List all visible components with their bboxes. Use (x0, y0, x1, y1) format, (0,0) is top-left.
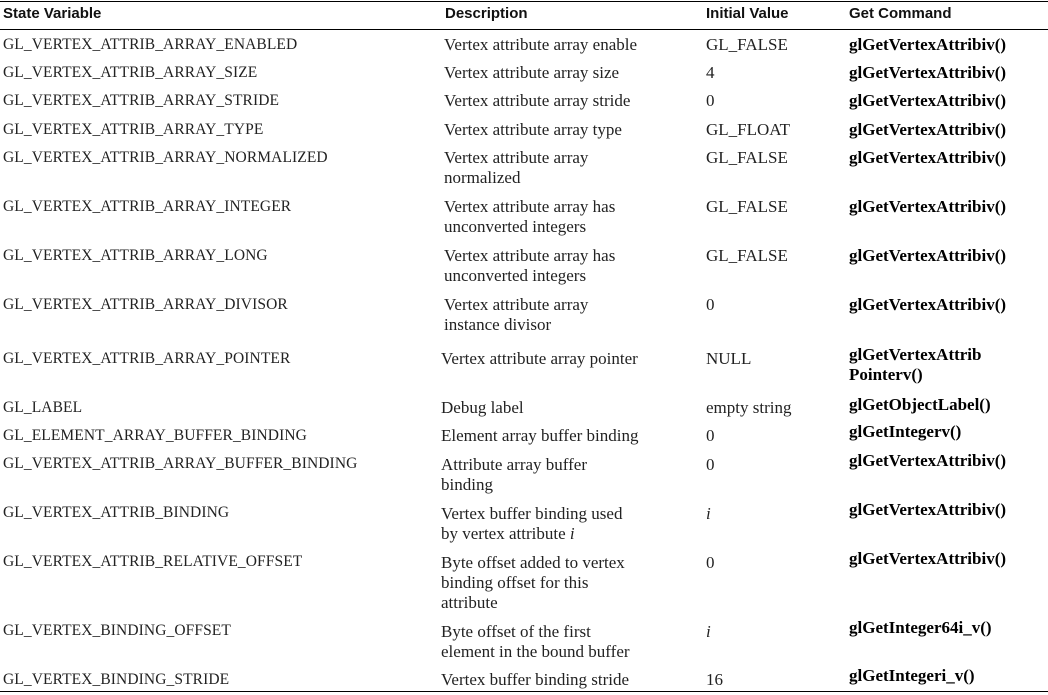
row-7-description-line-2: instance divisor (444, 315, 552, 334)
header-description: Description (445, 5, 528, 22)
row-9-command: glGetObjectLabel() (849, 395, 991, 414)
row-11-variable: GL_VERTEX_ATTRIB_ARRAY_BUFFER_BINDING (3, 455, 358, 472)
row-1-initial: 4 (706, 63, 715, 82)
row-14-description-line-2: element in the bound buffer (441, 642, 630, 661)
row-15-description: Vertex buffer binding stride (441, 670, 630, 689)
table-top-rule (0, 1, 1048, 2)
row-2-variable: GL_VERTEX_ATTRIB_ARRAY_STRIDE (3, 92, 280, 109)
row-10-initial: 0 (706, 426, 715, 445)
row-3-initial: GL_FLOAT (706, 120, 791, 139)
row-7-description-line-1: Vertex attribute array (444, 295, 589, 314)
header-initial-value: Initial Value (706, 5, 789, 22)
row-8-initial: NULL (706, 349, 752, 368)
row-9-variable: GL_LABEL (3, 399, 83, 416)
row-15-variable: GL_VERTEX_BINDING_STRIDE (3, 671, 230, 688)
row-5-description-line-1: Vertex attribute array has (444, 197, 616, 216)
row-2-initial: 0 (706, 91, 715, 110)
row-7-initial: 0 (706, 295, 715, 314)
header-get-command: Get Command (849, 5, 952, 22)
row-14-variable: GL_VERTEX_BINDING_OFFSET (3, 622, 231, 639)
row-8-description: Vertex attribute array pointer (441, 349, 638, 368)
row-11-description-line-2: binding (441, 475, 493, 494)
row-1-variable: GL_VERTEX_ATTRIB_ARRAY_SIZE (3, 64, 258, 81)
row-5-initial: GL_FALSE (706, 197, 788, 216)
row-0-command: glGetVertexAttribiv() (849, 35, 1007, 54)
row-13-description-line-1: Byte offset added to vertex (441, 553, 625, 572)
row-2-command: glGetVertexAttribiv() (849, 91, 1007, 110)
row-9-initial: empty string (706, 398, 792, 417)
row-6-command: glGetVertexAttribiv() (849, 246, 1007, 265)
row-12-description-line-2: by vertex attribute i (441, 524, 686, 544)
row-11-initial: 0 (706, 455, 715, 474)
row-13-initial: 0 (706, 553, 715, 572)
row-14-description-line-1: Byte offset of the first (441, 622, 591, 641)
row-12-description-var-i: i (569, 524, 575, 543)
row-15-command: glGetIntegeri_v() (849, 666, 975, 685)
header-state-variable: State Variable (3, 5, 102, 22)
row-6-variable: GL_VERTEX_ATTRIB_ARRAY_LONG (3, 247, 268, 264)
row-11-description-line-1: Attribute array buffer (441, 455, 588, 474)
row-9-description: Debug label (441, 398, 524, 417)
row-11-command: glGetVertexAttribiv() (849, 451, 1007, 470)
row-6-description-line-2: unconverted integers (444, 266, 587, 285)
row-3-variable: GL_VERTEX_ATTRIB_ARRAY_TYPE (3, 121, 264, 138)
row-4-description-line-2: normalized (444, 168, 521, 187)
row-4-command: glGetVertexAttribiv() (849, 148, 1007, 167)
row-13-description-line-3: attribute (441, 593, 498, 612)
row-4-variable: GL_VERTEX_ATTRIB_ARRAY_NORMALIZED (3, 149, 328, 166)
row-12-variable: GL_VERTEX_ATTRIB_BINDING (3, 504, 230, 521)
row-2-description: Vertex attribute array stride (444, 91, 631, 110)
row-13-command: glGetVertexAttribiv() (849, 549, 1007, 568)
row-12-description-text: by vertex attribute (441, 524, 570, 543)
row-13-variable: GL_VERTEX_ATTRIB_RELATIVE_OFFSET (3, 553, 303, 570)
row-1-description: Vertex attribute array size (444, 63, 620, 82)
row-3-command: glGetVertexAttribiv() (849, 120, 1007, 139)
row-10-variable: GL_ELEMENT_ARRAY_BUFFER_BINDING (3, 427, 307, 444)
row-14-command: glGetInteger64i_v() (849, 618, 992, 637)
row-8-command-line-2: Pointerv() (849, 365, 923, 384)
row-7-variable: GL_VERTEX_ATTRIB_ARRAY_DIVISOR (3, 296, 288, 313)
row-8-variable: GL_VERTEX_ATTRIB_ARRAY_POINTER (3, 350, 291, 367)
header-rule (0, 29, 1048, 30)
row-1-command: glGetVertexAttribiv() (849, 63, 1007, 82)
row-8-command-line-1: glGetVertexAttrib (849, 345, 982, 364)
row-4-initial: GL_FALSE (706, 148, 788, 167)
row-6-initial: GL_FALSE (706, 246, 788, 265)
row-15-initial: 16 (706, 670, 723, 689)
row-12-command: glGetVertexAttribiv() (849, 500, 1007, 519)
row-14-initial: i (706, 622, 711, 641)
row-5-variable: GL_VERTEX_ATTRIB_ARRAY_INTEGER (3, 198, 292, 215)
row-0-variable: GL_VERTEX_ATTRIB_ARRAY_ENABLED (3, 36, 298, 53)
row-5-command: glGetVertexAttribiv() (849, 197, 1007, 216)
table-bottom-rule (0, 691, 1048, 692)
row-10-command: glGetIntegerv() (849, 422, 962, 441)
row-0-initial: GL_FALSE (706, 35, 788, 54)
row-12-description-line-1: Vertex buffer binding used (441, 504, 623, 523)
row-12-initial: i (706, 504, 711, 523)
row-6-description-line-1: Vertex attribute array has (444, 246, 616, 265)
row-13-description-line-2: binding offset for this (441, 573, 589, 592)
row-3-description: Vertex attribute array type (444, 120, 622, 139)
row-7-command: glGetVertexAttribiv() (849, 295, 1007, 314)
row-4-description-line-1: Vertex attribute array (444, 148, 589, 167)
row-5-description-line-2: unconverted integers (444, 217, 587, 236)
row-10-description: Element array buffer binding (441, 426, 639, 445)
row-0-description: Vertex attribute array enable (444, 35, 638, 54)
